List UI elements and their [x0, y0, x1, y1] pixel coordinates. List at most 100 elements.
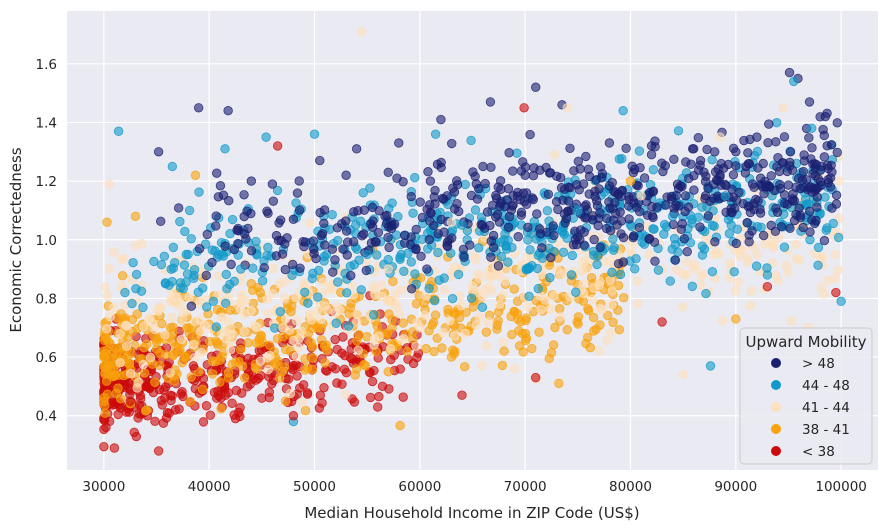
scatter-point: [804, 133, 814, 143]
scatter-point: [216, 393, 226, 403]
scatter-point: [555, 304, 565, 314]
scatter-point: [693, 133, 704, 143]
scatter-point: [450, 331, 460, 341]
scatter-point: [507, 329, 517, 340]
scatter-point: [392, 173, 402, 183]
scatter-point: [285, 346, 296, 356]
scatter-point: [695, 280, 706, 290]
scatter-point: [680, 206, 690, 217]
scatter-point: [352, 309, 362, 319]
scatter-point: [270, 323, 280, 333]
scatter-point: [778, 103, 788, 113]
scatter-point: [411, 299, 422, 309]
scatter-point: [184, 292, 194, 303]
scatter-point: [302, 389, 313, 399]
scatter-point: [351, 364, 362, 374]
scatter-point: [785, 147, 796, 157]
scatter-point: [353, 345, 363, 355]
scatter-point: [779, 132, 790, 142]
scatter-point: [331, 318, 341, 328]
scatter-point: [672, 265, 682, 276]
scatter-point: [274, 279, 285, 289]
scatter-point: [429, 346, 439, 357]
scatter-point: [328, 267, 338, 277]
scatter-point: [257, 276, 268, 286]
scatter-point: [218, 251, 229, 261]
scatter-point: [601, 223, 612, 234]
scatter-point: [374, 206, 384, 216]
scatter-point: [243, 338, 253, 348]
scatter-point: [619, 292, 629, 303]
scatter-point: [833, 265, 843, 275]
scatter-point: [573, 156, 584, 167]
scatter-point: [177, 357, 188, 368]
scatter-point: [128, 258, 138, 268]
scatter-point: [486, 162, 496, 172]
scatter-point: [578, 258, 588, 268]
scatter-point: [309, 129, 320, 139]
scatter-point: [225, 337, 235, 348]
scatter-point: [618, 232, 629, 243]
scatter-point: [820, 192, 830, 202]
scatter-point: [499, 235, 509, 245]
scatter-point: [246, 246, 257, 256]
scatter-point: [280, 264, 291, 275]
scatter-point: [424, 326, 434, 336]
scatter-point: [415, 197, 425, 207]
scatter-point: [562, 103, 572, 113]
scatter-point: [184, 322, 194, 333]
scatter-point: [485, 97, 496, 107]
scatter-point: [717, 315, 728, 326]
scatter-point: [483, 317, 494, 327]
scatter-point: [202, 302, 212, 312]
scatter-point: [436, 214, 446, 225]
scatter-point: [208, 296, 219, 307]
scatter-point: [575, 164, 585, 174]
scatter-point: [471, 320, 482, 330]
scatter-point: [194, 187, 204, 197]
scatter-point: [130, 240, 141, 251]
scatter-point: [582, 213, 592, 223]
scatter-point: [470, 205, 481, 215]
scatter-point: [602, 336, 612, 346]
scatter-point: [176, 334, 187, 345]
scatter-point: [833, 232, 844, 243]
scatter-point: [631, 202, 642, 213]
scatter-point: [344, 308, 355, 319]
scatter-point: [294, 205, 305, 215]
scatter-point: [731, 314, 741, 324]
scatter-point: [170, 341, 181, 352]
scatter-point: [312, 305, 323, 315]
scatter-point: [661, 200, 671, 210]
scatter-point: [757, 181, 768, 192]
scatter-point: [373, 227, 384, 238]
scatter-point: [678, 369, 688, 380]
scatter-point: [291, 292, 301, 303]
scatter-point: [291, 316, 302, 326]
scatter-point: [819, 235, 830, 246]
scatter-point: [573, 205, 583, 216]
scatter-point: [745, 300, 756, 311]
scatter-point: [365, 183, 375, 193]
scatter-point: [520, 170, 530, 180]
scatter-point: [288, 411, 299, 421]
scatter-point: [700, 191, 711, 201]
scatter-point: [101, 422, 111, 433]
scatter-point: [387, 323, 397, 333]
scatter-point: [545, 304, 556, 314]
legend-label: 38 - 41: [802, 422, 850, 438]
scatter-point: [220, 144, 230, 154]
scatter-point: [223, 316, 233, 327]
scatter-point: [446, 217, 457, 227]
scatter-point: [239, 211, 249, 222]
scatter-point: [153, 147, 164, 157]
scatter-point: [280, 239, 290, 249]
scatter-point: [697, 250, 708, 260]
scatter-point: [407, 284, 417, 294]
scatter-point: [509, 284, 519, 294]
scatter-point: [697, 271, 707, 282]
scatter-point: [628, 232, 638, 243]
scatter-point: [330, 308, 341, 318]
scatter-point: [241, 234, 251, 244]
scatter-point: [188, 339, 199, 350]
